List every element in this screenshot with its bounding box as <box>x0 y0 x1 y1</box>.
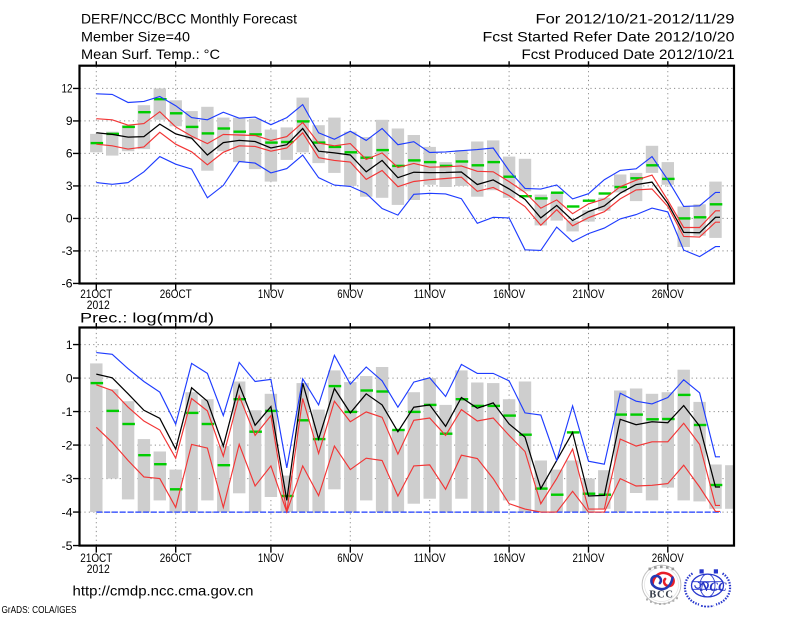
svg-text:9: 9 <box>66 114 73 128</box>
svg-text:DERF/NCC/BCC Monthly Forecast: DERF/NCC/BCC Monthly Forecast <box>81 11 297 27</box>
svg-text:-2: -2 <box>62 438 73 452</box>
svg-text:16NOV: 16NOV <box>493 551 525 565</box>
svg-text:0: 0 <box>66 371 73 385</box>
svg-text:21OCT: 21OCT <box>80 287 113 301</box>
svg-text:Member Size=40: Member Size=40 <box>81 29 190 45</box>
svg-text:-6: -6 <box>62 277 73 291</box>
svg-text:GrADS: COLA/IGES: GrADS: COLA/IGES <box>2 604 77 616</box>
svg-text:26OCT: 26OCT <box>160 551 193 565</box>
svg-text:3: 3 <box>66 179 73 193</box>
svg-text:11NOV: 11NOV <box>414 287 446 301</box>
svg-text:-3: -3 <box>62 244 73 258</box>
svg-text:-5: -5 <box>62 539 73 553</box>
svg-text:21NOV: 21NOV <box>573 287 605 301</box>
svg-text:6NOV: 6NOV <box>337 551 363 565</box>
svg-text:26NOV: 26NOV <box>652 287 684 301</box>
svg-text:11NOV: 11NOV <box>414 551 446 565</box>
svg-text:-4: -4 <box>62 505 73 519</box>
svg-text:NCC: NCC <box>699 580 727 594</box>
svg-text:-1: -1 <box>62 405 73 419</box>
svg-text:2012: 2012 <box>87 298 110 312</box>
svg-text:Mean Surf. Temp.: °C: Mean Surf. Temp.: °C <box>81 46 220 62</box>
svg-text:6NOV: 6NOV <box>337 287 363 301</box>
svg-text:1: 1 <box>66 338 73 352</box>
svg-text:Fcst Started Refer Date 2012/1: Fcst Started Refer Date 2012/10/20 <box>483 29 735 45</box>
svg-text:1NOV: 1NOV <box>258 287 284 301</box>
svg-text:6: 6 <box>66 147 73 161</box>
svg-text:26NOV: 26NOV <box>652 551 684 565</box>
svg-text:Prec.: log(mm/d): Prec.: log(mm/d) <box>80 310 214 326</box>
svg-text:BCC: BCC <box>649 590 674 601</box>
svg-text:http://cmdp.ncc.cma.gov.cn: http://cmdp.ncc.cma.gov.cn <box>73 583 254 599</box>
svg-text:0: 0 <box>66 212 73 226</box>
svg-text:For 2012/10/21-2012/11/29: For 2012/10/21-2012/11/29 <box>536 11 735 27</box>
svg-text:12: 12 <box>62 82 73 96</box>
svg-text:21OCT: 21OCT <box>80 551 113 565</box>
svg-text:-3: -3 <box>62 472 73 486</box>
svg-text:1NOV: 1NOV <box>258 551 284 565</box>
svg-text:26OCT: 26OCT <box>160 287 193 301</box>
svg-text:Fcst Produced Date 2012/10/21: Fcst Produced Date 2012/10/21 <box>522 46 735 62</box>
svg-text:16NOV: 16NOV <box>493 287 525 301</box>
svg-text:21NOV: 21NOV <box>573 551 605 565</box>
svg-text:2012: 2012 <box>87 562 110 576</box>
